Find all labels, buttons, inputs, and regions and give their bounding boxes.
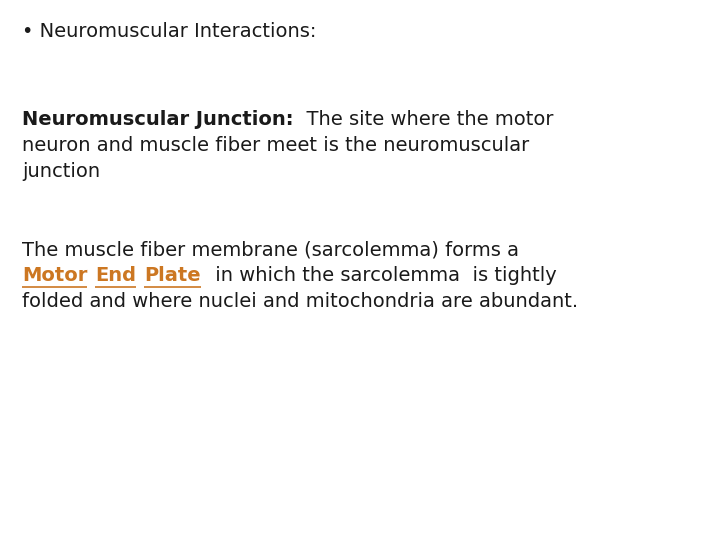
- Text: junction: junction: [22, 162, 100, 181]
- Text: • Neuromuscular Interactions:: • Neuromuscular Interactions:: [22, 22, 316, 41]
- Text: Plate: Plate: [145, 266, 201, 285]
- Text: The muscle fiber membrane (sarcolemma) forms a: The muscle fiber membrane (sarcolemma) f…: [22, 240, 519, 259]
- Text: in which the sarcolemma  is tightly: in which the sarcolemma is tightly: [209, 266, 557, 285]
- Text: The site where the motor: The site where the motor: [294, 110, 553, 129]
- Text: Neuromuscular Junction:: Neuromuscular Junction:: [22, 110, 294, 129]
- Text: neuron and muscle fiber meet is the neuromuscular: neuron and muscle fiber meet is the neur…: [22, 136, 529, 155]
- Text: Motor: Motor: [22, 266, 87, 285]
- Text: folded and where nuclei and mitochondria are abundant.: folded and where nuclei and mitochondria…: [22, 292, 578, 311]
- Text: End: End: [95, 266, 136, 285]
